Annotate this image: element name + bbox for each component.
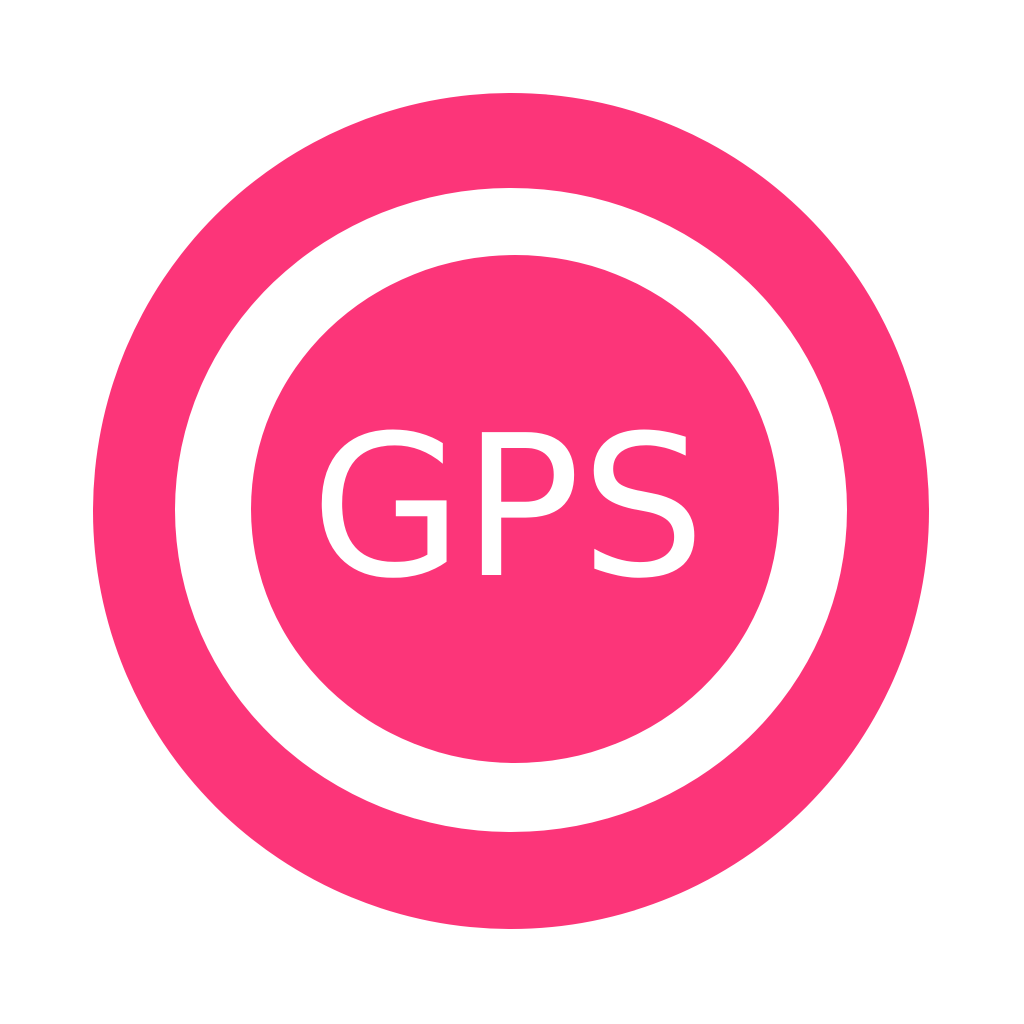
inner-core	[251, 255, 779, 763]
gps-label: GPS	[311, 394, 706, 622]
